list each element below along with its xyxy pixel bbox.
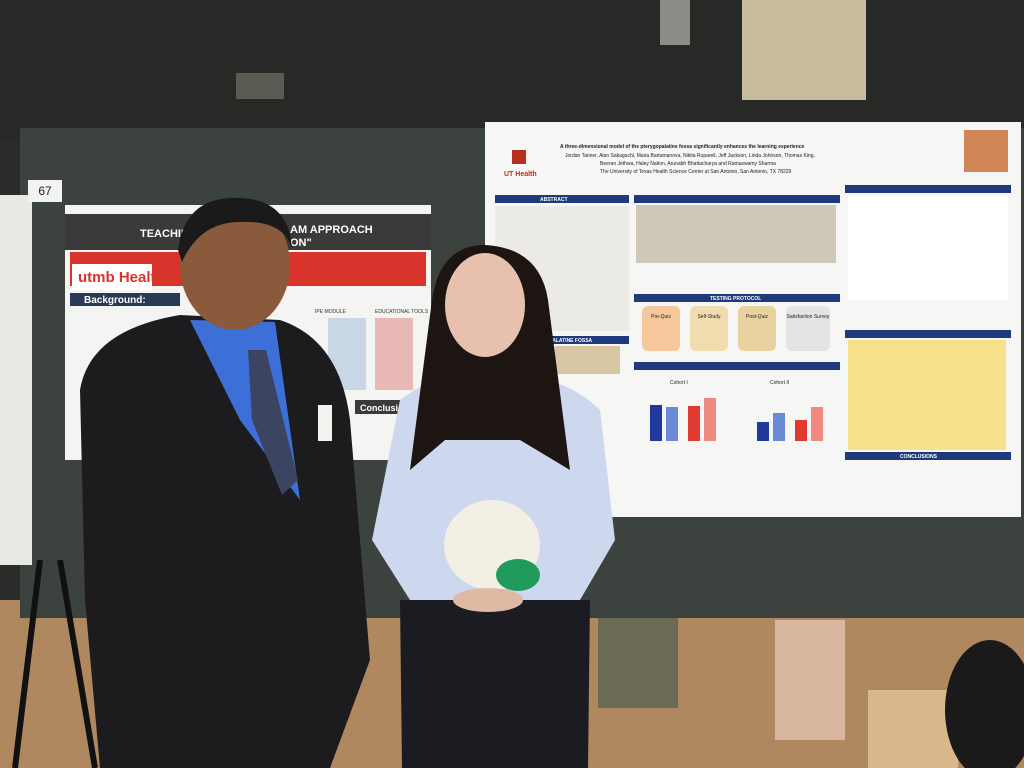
section-heading: PTERYGOPALATINE FOSSA	[525, 338, 593, 344]
protocol-step	[738, 306, 776, 351]
section-bar	[845, 452, 1011, 460]
poster-title: ON"	[290, 237, 312, 249]
photo-panel	[636, 205, 836, 263]
section-heading: TESTING PROTOCOL	[710, 296, 761, 302]
poster-bar	[811, 407, 823, 441]
light-fixture	[660, 0, 690, 45]
chart-title: Cohort II	[770, 380, 789, 386]
logo: utmb Health	[78, 269, 165, 286]
skull-green-part	[496, 559, 540, 591]
feedback-chart	[848, 196, 1008, 300]
man-tie	[248, 350, 298, 495]
poster-title: TEACHIN	[140, 228, 189, 240]
neighbor-poster	[0, 195, 32, 565]
section-bar	[634, 362, 840, 370]
institution: UT Health	[504, 171, 537, 178]
bystander-legs	[598, 618, 678, 708]
easel-leg	[57, 559, 98, 768]
name-badge	[318, 405, 332, 441]
woman-face	[445, 253, 525, 357]
affiliation: The University of Texas Health Science C…	[600, 169, 792, 175]
booth-number: 67	[38, 184, 52, 198]
ut-logo	[512, 150, 526, 164]
cardboard-box	[868, 690, 958, 768]
man-face	[180, 200, 290, 330]
section-heading: CONCLUSIONS	[900, 454, 938, 460]
poster-title: A three-dimensional model of the pterygo…	[560, 144, 805, 150]
corner-logo	[964, 130, 1008, 172]
tool-boxes	[375, 318, 413, 390]
easel-leg	[12, 559, 43, 768]
poster-title: AM APPROACH	[290, 224, 373, 236]
ceiling	[0, 0, 1024, 140]
booth-sign	[28, 180, 62, 202]
section-bar	[495, 195, 629, 203]
section-heading: Conclusion	[360, 403, 409, 413]
man-suit	[80, 315, 370, 768]
protocol-step	[786, 306, 830, 351]
section-bar	[495, 336, 629, 344]
poster-bar	[795, 420, 807, 441]
poster-bar	[773, 413, 785, 441]
protocol-step	[642, 306, 680, 351]
vent	[236, 73, 284, 99]
section-bar	[845, 330, 1011, 338]
poster-bar	[757, 422, 769, 441]
poster-bar	[650, 405, 662, 441]
comments-box	[848, 340, 1006, 450]
column-header: IPE MODULE	[315, 309, 347, 315]
step-label: Self-Study	[697, 314, 721, 320]
bystander-legs	[775, 620, 845, 740]
section-bar	[634, 294, 840, 302]
authors: Jordan Tanner, Alan Sakaguchi, Maria Bar…	[565, 153, 815, 159]
column-header: EDUCATIONAL TOOLS	[375, 309, 429, 315]
step-label: Post-Quiz	[746, 314, 768, 320]
poster-bar	[666, 407, 678, 441]
woman-pants	[400, 600, 590, 768]
poster-bar	[688, 406, 700, 441]
section-heading: Background:	[84, 295, 146, 306]
section-heading: ABSTRACT	[540, 197, 568, 203]
skull-image	[555, 346, 620, 374]
hands	[453, 588, 523, 612]
step-label: Satisfaction Survey	[787, 314, 830, 320]
man-hair	[178, 197, 292, 262]
poster-bar	[704, 398, 716, 441]
bag	[945, 640, 1024, 768]
logo-box	[72, 264, 152, 290]
section-bar	[70, 293, 180, 306]
protocol-step	[690, 306, 728, 351]
chart-title: Cohort I	[670, 380, 688, 386]
step-label: Pre-Quiz	[651, 314, 671, 320]
authors: Beeran Jethwa, Haley Nation, Arunabh Bha…	[600, 161, 776, 167]
wall-column	[742, 0, 866, 100]
section-bar	[634, 195, 840, 203]
section-bar	[845, 185, 1011, 193]
